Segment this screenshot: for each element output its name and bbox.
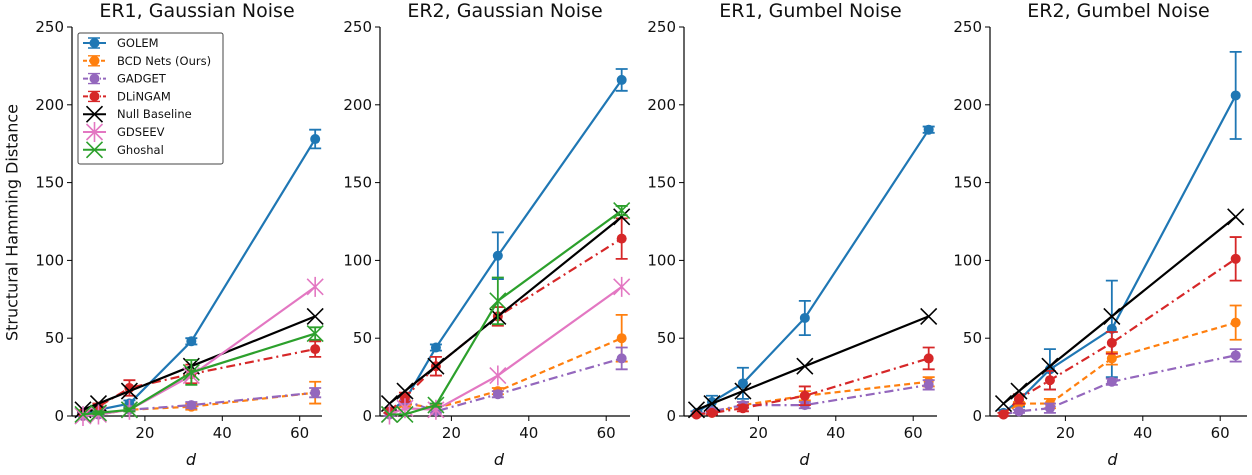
series-golem: [997, 50, 1242, 418]
series-golem: [76, 128, 322, 420]
subplot-2: ER2, Gaussian Noise 0 50 100 150 200 250 20 40 60…: [343, 0, 631, 469]
x-axis-label: d: [1107, 450, 1118, 469]
series-null-baseline: [380, 208, 631, 413]
series-ghoshal: [380, 202, 631, 424]
y-tick-label: 150: [35, 174, 64, 192]
legend-label: BCD Nets (Ours): [117, 54, 211, 68]
x-tick-label: 60: [597, 424, 616, 442]
y-tick-label: 100: [647, 251, 676, 269]
series-null-baseline: [74, 307, 324, 419]
subplot-3: ER1, Gumbel Noise 0 50 100 150 200 250 20 40 60 d: [647, 0, 938, 469]
y-tick-label: 250: [35, 18, 64, 36]
y-tick-label: 200: [953, 96, 982, 114]
y-tick-label: 0: [666, 407, 676, 425]
x-tick-label: 60: [904, 424, 923, 442]
series-null-baseline: [687, 307, 938, 419]
x-tick-label: 60: [1211, 424, 1230, 442]
y-tick-label: 0: [972, 407, 982, 425]
y-tick-label: 50: [353, 329, 372, 347]
x-tick-label: 20: [442, 424, 461, 442]
y-tick-label: 150: [647, 174, 676, 192]
y-axis-label: Structural Hamming Distance: [2, 103, 22, 342]
y-tick-label: 200: [343, 96, 372, 114]
x-tick-label: 60: [290, 424, 309, 442]
legend-item: Ghoshal: [83, 141, 164, 159]
y-tick-label: 100: [35, 251, 64, 269]
y-tick-label: 100: [953, 251, 982, 269]
y-tick-label: 250: [953, 18, 982, 36]
subplot-title: ER1, Gaussian Noise: [99, 0, 294, 22]
legend-label: Ghoshal: [117, 143, 164, 157]
y-tick-label: 0: [362, 407, 372, 425]
legend-label: GOLEM: [117, 36, 159, 50]
legend-label: Null Baseline: [117, 107, 192, 121]
legend-item: GADGET: [83, 72, 167, 86]
subplot-1: ER1, Gaussian Noise 0 50 100 150 200 250 20 40 60…: [35, 0, 324, 469]
y-tick-label: 150: [953, 174, 982, 192]
y-tick-label: 50: [657, 329, 676, 347]
legend: GOLEM BCD Nets (Ours) GADGET DLiNGAM Null Ba…: [77, 32, 224, 165]
y-tick-label: 50: [963, 329, 982, 347]
x-axis-label: d: [799, 450, 810, 469]
legend-label: GDSEEV: [117, 125, 165, 139]
y-tick-label: 200: [35, 96, 64, 114]
legend-item: DLiNGAM: [83, 89, 171, 103]
y-tick-label: 0: [54, 407, 64, 425]
legend-item: GOLEM: [83, 36, 159, 50]
legend-item: BCD Nets (Ours): [83, 54, 211, 68]
legend-item: GDSEEV: [83, 122, 165, 142]
x-axis-label: d: [494, 450, 505, 469]
legend-label: GADGET: [117, 72, 167, 86]
series-gdseev: [380, 276, 631, 425]
legend-item: Null Baseline: [83, 105, 192, 123]
x-tick-label: 40: [1133, 424, 1152, 442]
x-tick-label: 40: [519, 424, 538, 442]
x-tick-label: 20: [749, 424, 768, 442]
legend-label: DLiNGAM: [117, 89, 171, 103]
x-tick-label: 40: [213, 424, 232, 442]
series-null-baseline: [994, 208, 1245, 413]
y-tick-label: 250: [647, 18, 676, 36]
x-tick-label: 20: [1056, 424, 1075, 442]
x-tick-label: 20: [135, 424, 154, 442]
y-tick-label: 200: [647, 96, 676, 114]
subplot-4: ER2, Gumbel Noise 0 50 100 150 200 250 20 40 60 d: [953, 0, 1247, 469]
y-tick-label: 100: [343, 251, 372, 269]
subplot-title: ER1, Gumbel Noise: [719, 0, 901, 22]
x-tick-label: 40: [826, 424, 845, 442]
series-dlingam: [691, 346, 935, 420]
y-tick-label: 50: [45, 329, 64, 347]
x-axis-label: d: [186, 450, 197, 469]
y-tick-label: 250: [343, 18, 372, 36]
subplot-title: ER2, Gumbel Noise: [1027, 0, 1209, 22]
series-ghoshal: [74, 324, 324, 424]
series-dlingam: [997, 236, 1242, 420]
subplot-title: ER2, Gaussian Noise: [407, 0, 602, 22]
series-bcd-nets-ours-: [77, 380, 322, 421]
y-tick-label: 150: [343, 174, 372, 192]
